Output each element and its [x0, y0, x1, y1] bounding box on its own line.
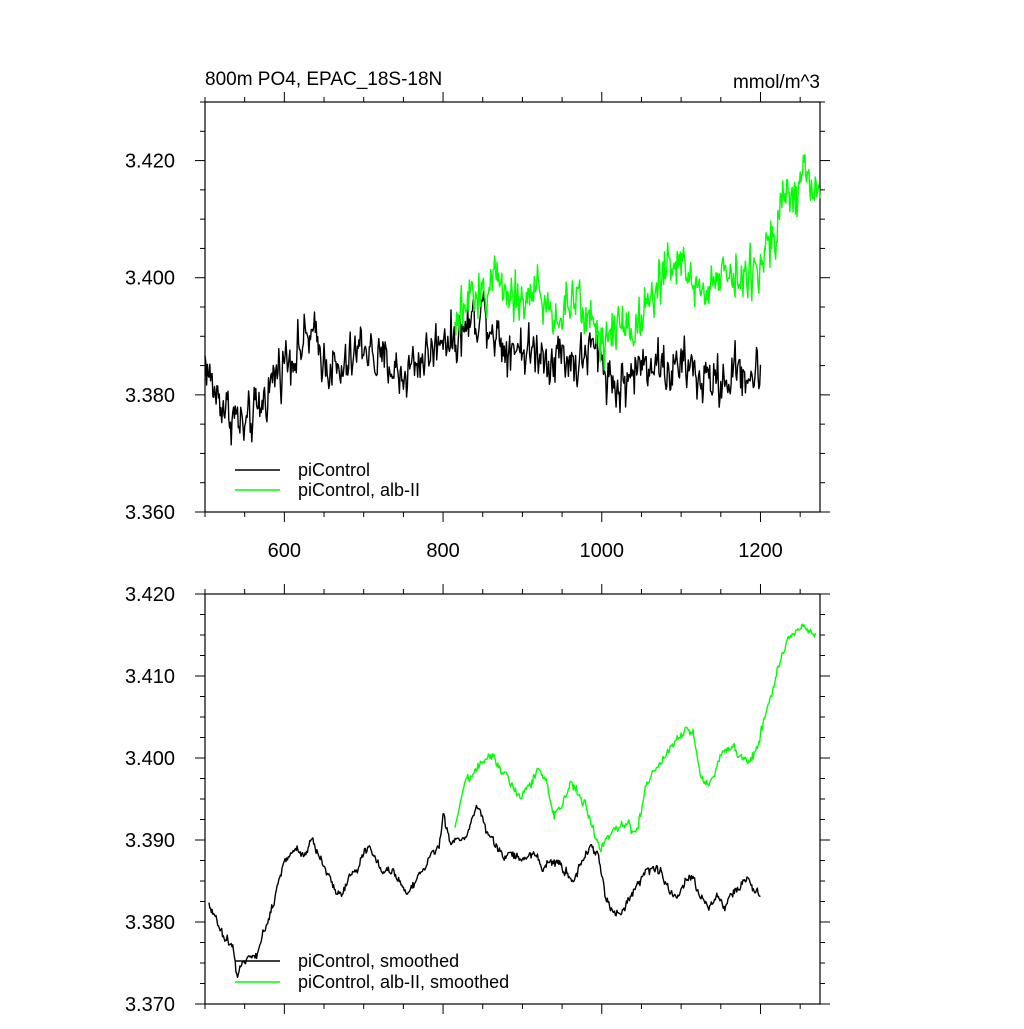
plot-frame: [204, 593, 821, 1005]
y-tick-label: 3.420: [125, 584, 175, 606]
y-tick-label: 3.400: [125, 748, 175, 770]
legend-label: piControl, alb-II, smoothed: [298, 972, 509, 992]
plot-area: 3.370 3.380 3.390 3.400 3.410 3.420 piControl,…: [125, 584, 830, 1016]
plot-frame: [204, 101, 821, 513]
chart-title: 800m PO4, EPAC_18S-18N: [205, 69, 442, 90]
series-line-picontrol-alb-ii-smoothed: [454, 623, 817, 853]
legend-label: piControl, smoothed: [298, 951, 459, 971]
x-tick-label: 1200: [738, 540, 783, 562]
series-line-picontrol: [204, 290, 762, 446]
y-tick-label: 3.410: [125, 666, 175, 688]
series-line-picontrol-alb-ii: [454, 153, 821, 371]
legend-label: piControl, alb-II: [298, 480, 420, 500]
legend-label: piControl: [298, 460, 370, 480]
y-tick-label: 3.360: [125, 502, 175, 524]
series-line-picontrol-smoothed: [208, 804, 761, 978]
y-tick-label: 3.380: [125, 385, 175, 407]
y-tick-label: 3.390: [125, 830, 175, 852]
top-panel: 800m PO4, EPAC_18S-18N mmol/m^3 600 800 10…: [125, 69, 830, 562]
units-label: mmol/m^3: [733, 72, 820, 93]
x-tick-label: 1000: [580, 540, 625, 562]
bottom-panel: 3.370 3.380 3.390 3.400 3.410 3.420 piControl,…: [125, 584, 830, 1016]
y-tick-label: 3.380: [125, 912, 175, 934]
y-tick-label: 3.370: [125, 994, 175, 1016]
x-tick-label: 600: [268, 540, 301, 562]
x-tick-label: 800: [426, 540, 459, 562]
plot-area: 600 800 1000 1200 3.360 3.380 3.400 3.420 piCont…: [125, 92, 830, 562]
y-tick-label: 3.420: [125, 151, 175, 173]
y-tick-label: 3.400: [125, 268, 175, 290]
